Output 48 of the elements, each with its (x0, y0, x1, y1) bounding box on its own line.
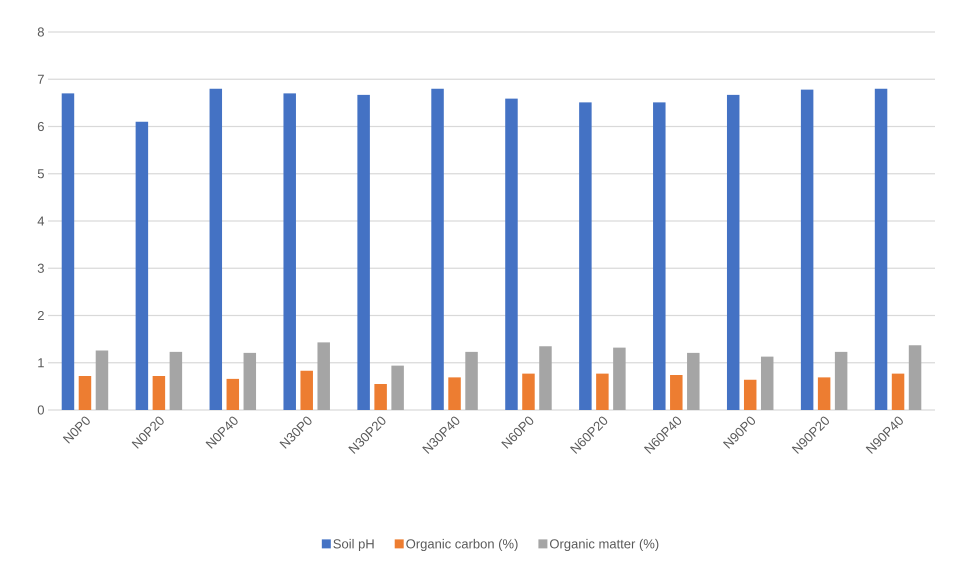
legend-label: Organic carbon (%) (406, 538, 518, 552)
bar (62, 93, 74, 410)
y-tick-label: 4 (38, 216, 44, 226)
y-tick-label: 3 (38, 264, 44, 273)
bar (210, 88, 222, 410)
bar (579, 102, 592, 410)
bar (448, 377, 461, 410)
bar (818, 377, 830, 410)
bar (760, 356, 774, 410)
bar (726, 94, 740, 410)
bar (152, 376, 166, 410)
bar (78, 376, 92, 410)
bar (892, 374, 904, 410)
legend-label: Organic matter (%) (550, 538, 658, 552)
bar (391, 366, 404, 410)
y-tick-label: 0 (38, 405, 44, 415)
bar (800, 90, 814, 410)
bar (357, 94, 370, 410)
bar (170, 352, 182, 410)
bar (300, 370, 313, 410)
bar (653, 102, 666, 410)
y-tick-label: 5 (38, 169, 44, 178)
legend-label: Soil pH (333, 538, 374, 552)
bar (744, 380, 756, 410)
bar (834, 352, 848, 410)
bar (465, 352, 478, 410)
bar (874, 88, 888, 410)
bar (908, 345, 922, 410)
bar (687, 352, 700, 410)
bar (522, 374, 535, 410)
y-tick-label: 7 (38, 74, 44, 84)
bar (539, 346, 552, 410)
bar (505, 98, 518, 410)
bar (431, 88, 444, 410)
bar (283, 93, 296, 410)
y-tick-label: 1 (38, 358, 44, 368)
bar (613, 348, 626, 410)
bar (96, 350, 108, 410)
y-tick-label: 6 (38, 122, 44, 132)
y-tick-label: 8 (38, 27, 44, 37)
bar (244, 352, 256, 410)
y-tick-label: 2 (38, 310, 44, 320)
bar (226, 378, 240, 410)
bar (317, 342, 330, 410)
bar (596, 374, 609, 410)
bar (670, 375, 683, 410)
bar (136, 122, 148, 410)
bar (374, 384, 387, 410)
